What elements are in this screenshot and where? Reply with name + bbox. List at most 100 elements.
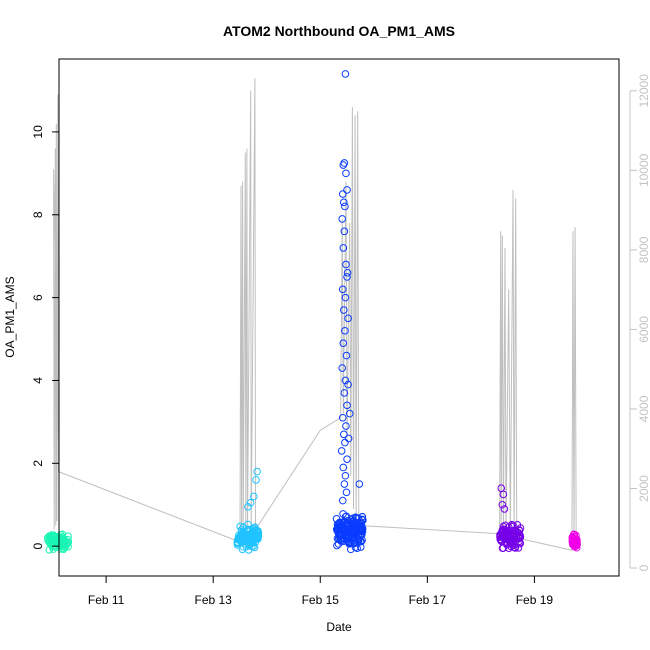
scatter-point-outlier [340,198,348,207]
scatter-point [359,516,367,524]
scatter-point-outlier [341,471,350,480]
scatter-point-outlier [341,326,349,335]
scatter-point-outlier [246,498,255,507]
scatter-point [334,534,343,543]
scatter-point [353,544,361,552]
scatter-point [45,532,54,540]
y-tick-label: 8 [31,211,45,218]
scatter-point-outlier [343,455,351,463]
scatter-point-outlier [341,376,350,385]
scatter-point-outlier [509,521,517,530]
y2-tick-label: 10000 [637,153,650,187]
scatter-point [345,540,354,548]
scatter-point-outlier [345,409,354,418]
scatter-point [57,545,65,553]
scatter-point-outlier [253,467,261,476]
scatter-point [496,530,504,539]
scatter-point-outlier [338,364,347,372]
axes-layer: Feb 11 Feb 13 Feb 15 Feb 17 Feb 19 0 2 4 6 8 10 0 20… [31,74,650,607]
x-tick-label: Feb 19 [516,593,554,607]
scatter-point [351,543,360,551]
scatter-point-outlier [342,169,350,178]
scatter-point [64,538,73,547]
y-tick-label: 10 [31,125,45,139]
y2-tick-label: 8000 [637,236,650,263]
scatter-point-outlier [250,492,258,501]
y-tick-label: 6 [31,294,45,301]
scatter-point [353,521,361,530]
scatter-point [341,527,349,535]
series-group [568,530,581,552]
scatter-point-outlier [343,268,352,277]
x-axis-label: Date [326,620,352,634]
scatter-point-outlier [343,186,351,194]
scatter-point-outlier [342,351,351,360]
x-tick-label: Feb 17 [409,593,447,607]
scatter-point [336,518,344,527]
scatter-point [64,535,72,544]
chart-title: ATOM2 Northbound OA_PM1_AMS [223,23,455,39]
scatter-point-outlier [338,496,347,505]
scatter-point [243,538,252,547]
scatter-point [245,527,254,535]
scatter-point [515,534,523,543]
y-tick-label: 0 [31,543,45,550]
scatter-point-outlier [340,306,348,314]
series-group [332,70,367,554]
scatter-point [348,518,357,526]
scatter-point-outlier [498,500,507,509]
scatter-point [501,526,510,534]
scatter-point-outlier [340,389,349,397]
series-group [496,484,525,553]
plot-frame [58,58,620,577]
scatter-point-outlier [338,190,347,198]
scatter-point-outlier [342,260,350,269]
scatter-point [56,531,65,539]
scatter-point-outlier [339,463,348,472]
scatter-point [352,526,361,535]
scatter-point-outlier [340,159,349,167]
y-tick-label: 2 [31,460,45,467]
x-tick-label: Feb 11 [88,593,125,607]
scatter-point [349,527,357,535]
scatter-point [242,526,251,535]
y-tick-label: 4 [31,377,45,384]
scatter-point [60,538,69,546]
y2-tick-label: 0 [637,564,650,571]
scatter-point-outlier [342,422,350,430]
scatter-point-outlier [339,339,348,347]
y2-tick-label: 2000 [637,475,650,502]
x-tick-label: Feb 15 [302,593,340,607]
scatter-point-outlier [341,70,350,78]
scatter-point-outlier [343,273,351,281]
scatter-point-outlier [338,285,347,294]
scatter-point-outlier [341,293,350,302]
scatter-point [354,535,363,544]
scatter-point [43,533,52,542]
scatter-point [506,538,515,547]
scatter-point-outlier [340,480,349,488]
scatter-point [248,537,256,546]
x-tick-label: Feb 13 [195,593,233,607]
scatter-point [502,537,510,546]
scatter-point-outlier [499,490,508,499]
scatter-point [249,533,258,542]
scatter-point [509,526,518,535]
scatter-point [516,524,525,532]
y-axis-label: OA_PM1_AMS [3,276,17,357]
y2-tick-label: 4000 [637,395,650,422]
scatter-point [354,514,363,523]
scatter-point-outlier [342,488,351,497]
scatter-point-outlier [252,476,260,484]
scatter-point-outlier [338,413,347,422]
scatter-point [335,522,344,530]
scatter-point [497,531,506,540]
scatter-point [356,523,365,531]
scatter-point-outlier [341,438,349,447]
series-group [43,530,73,554]
series-group [233,467,263,554]
scatter-point [237,536,245,544]
scatter-point [501,521,510,530]
secondary-series-line [53,78,577,551]
